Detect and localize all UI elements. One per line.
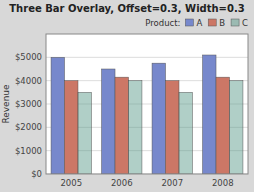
bar <box>115 77 128 174</box>
y-tick-label: $0 <box>31 169 42 179</box>
chart-container: Three Bar Overlay, Offset=0.3, Width=0.3… <box>0 0 254 192</box>
bar <box>229 81 242 174</box>
bar <box>166 81 179 174</box>
bar <box>203 55 216 174</box>
y-tick-label: $4000 <box>15 76 42 86</box>
y-axis-label: Revenue <box>1 84 11 124</box>
title: Three Bar Overlay, Offset=0.3, Width=0.3 <box>9 3 244 14</box>
x-tick-label: 2007 <box>161 178 183 188</box>
y-tick-label: $5000 <box>15 52 42 62</box>
bar <box>216 77 229 174</box>
bar <box>51 57 64 174</box>
chart: Three Bar Overlay, Offset=0.3, Width=0.3… <box>0 0 254 192</box>
bar <box>128 81 141 174</box>
legend-swatch <box>208 19 216 26</box>
legend-swatch <box>231 19 239 26</box>
x-tick-label: 2006 <box>111 178 133 188</box>
bar <box>102 69 115 174</box>
bar <box>179 92 192 174</box>
legend-label: C <box>242 18 248 28</box>
y-tick-label: $1000 <box>15 146 42 156</box>
bar <box>152 63 165 174</box>
x-tick-label: 2005 <box>60 178 82 188</box>
bar <box>78 92 91 174</box>
plot-frame <box>46 34 248 174</box>
bars <box>51 55 243 174</box>
legend: Product: A B C <box>145 18 248 28</box>
bar <box>65 81 78 174</box>
y-tick-label: $3000 <box>15 99 42 109</box>
x-tick-label: 2008 <box>212 178 234 188</box>
legend-label: A <box>196 18 202 28</box>
legend-title: Product: <box>145 18 180 28</box>
grid-line <box>46 57 248 58</box>
y-tick-label: $2000 <box>15 122 42 132</box>
legend-swatch <box>185 19 193 26</box>
plot-background <box>46 34 248 174</box>
legend-label: B <box>219 18 225 28</box>
